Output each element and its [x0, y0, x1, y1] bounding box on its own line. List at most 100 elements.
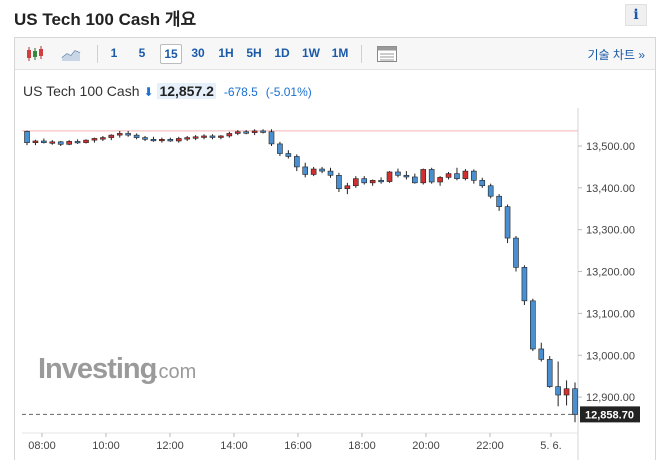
instrument-name: US Tech 100 Cash [23, 83, 140, 99]
x-tick-label: 12:00 [156, 440, 184, 452]
y-tick-label: 13,000.00 [586, 350, 635, 362]
x-tick-label: 14:00 [220, 440, 248, 452]
candle-body [395, 171, 401, 176]
candle-body [319, 168, 325, 172]
candle-body [142, 137, 148, 140]
area-chart-icon[interactable] [61, 46, 81, 62]
candle-body [167, 139, 174, 142]
watermark-suffix: .com [153, 361, 196, 383]
candle-body [538, 348, 545, 360]
candle-body [66, 141, 72, 145]
candle-body [209, 135, 216, 138]
interval-15[interactable]: 15 [160, 44, 182, 64]
candle-body [310, 168, 317, 175]
page-title: US Tech 100 Cash 개요 [14, 10, 197, 29]
table-view-icon[interactable] [377, 46, 397, 62]
info-icon[interactable]: i [625, 4, 647, 26]
candle-body [302, 166, 309, 175]
candle-body [487, 185, 494, 197]
candle-body [24, 131, 30, 143]
candle-body [57, 141, 64, 145]
y-tick-label: 13,500.00 [586, 141, 635, 153]
candle-body [462, 170, 469, 179]
interval-1d[interactable]: 1D [274, 46, 290, 60]
candle-body [125, 133, 131, 136]
candle-body [445, 173, 452, 178]
x-tick-label: 10:00 [92, 440, 120, 452]
x-tick-label: 5. 6. [540, 440, 561, 452]
candle-body [91, 138, 98, 141]
candle-body [268, 131, 275, 145]
candle-body [428, 169, 435, 183]
technical-chart-link[interactable]: 기술 차트 » [587, 48, 645, 62]
candle-body [285, 153, 292, 157]
interval-30[interactable]: 30 [191, 46, 205, 60]
candle-body [496, 195, 502, 207]
last-price-label: 12,858.70 [585, 409, 634, 421]
candle-body [572, 388, 578, 415]
x-tick-label: 08:00 [28, 440, 56, 452]
down-arrow-icon: ⬇ [143, 85, 154, 99]
candle-body [546, 359, 553, 387]
quote-line: US Tech 100 Cash ⬇ 12,857.2 -678.5 (-5.01… [23, 83, 312, 99]
candle-body [83, 139, 89, 143]
interval-1[interactable]: 1 [110, 46, 118, 60]
interval-1w[interactable]: 1W [302, 46, 320, 60]
candle-body [175, 138, 182, 142]
chart-toolbar: 1 5 15 30 1H 5H 1D 1W 1M 기술 차트 » [15, 38, 655, 70]
y-tick-label: 13,200.00 [586, 267, 635, 279]
candle-body [184, 137, 190, 140]
candle-body [361, 178, 368, 184]
candle-body [226, 133, 233, 137]
candle-body [192, 136, 199, 139]
candle-body [49, 141, 56, 144]
interval-5h[interactable]: 5H [246, 46, 262, 60]
candle-body [277, 143, 283, 154]
candle-body [327, 170, 334, 176]
candle-body [530, 300, 536, 350]
x-tick-label: 16:00 [284, 440, 312, 452]
interval-1m[interactable]: 1M [331, 46, 349, 60]
candle-body [563, 388, 570, 396]
candle-body [420, 169, 427, 184]
candle-body [369, 180, 376, 184]
candle-body [260, 130, 266, 133]
candle-body [150, 139, 157, 142]
investing-watermark: Investing .com [38, 353, 196, 385]
watermark-brand: Investing [38, 353, 156, 385]
candle-body [100, 137, 106, 140]
candle-body [234, 131, 241, 134]
price-change-pct: (-5.01%) [265, 85, 312, 99]
candle-body [352, 178, 359, 187]
candle-body [32, 140, 39, 143]
interval-1h[interactable]: 1H [218, 46, 234, 60]
candle-body [108, 134, 115, 138]
candle-body [159, 139, 165, 142]
candle-body [454, 173, 460, 179]
candle-body [521, 267, 528, 302]
last-price-badge [580, 406, 640, 423]
candle-body [479, 180, 486, 187]
candle-body [74, 141, 81, 144]
x-tick-label: 20:00 [412, 440, 440, 452]
candle-body [243, 131, 249, 134]
candle-body [378, 180, 384, 183]
candle-body [133, 134, 140, 138]
candlestick-chart-icon[interactable] [25, 46, 45, 62]
y-tick-label: 13,400.00 [586, 183, 635, 195]
y-tick-label: 12,900.00 [586, 392, 635, 404]
candle-body [293, 156, 300, 168]
x-tick-label: 22:00 [476, 440, 504, 452]
candle-body [201, 135, 207, 138]
candle-body [336, 174, 342, 189]
price-change: -678.5 [223, 85, 258, 99]
candle-body [116, 133, 123, 136]
x-tick-label: 18:00 [348, 440, 376, 452]
candle-body [41, 140, 47, 143]
candle-body [403, 174, 410, 178]
interval-5[interactable]: 5 [138, 46, 146, 60]
y-tick-label: 13,100.00 [586, 308, 635, 320]
candle-body [471, 170, 477, 181]
candle-body [513, 237, 519, 268]
